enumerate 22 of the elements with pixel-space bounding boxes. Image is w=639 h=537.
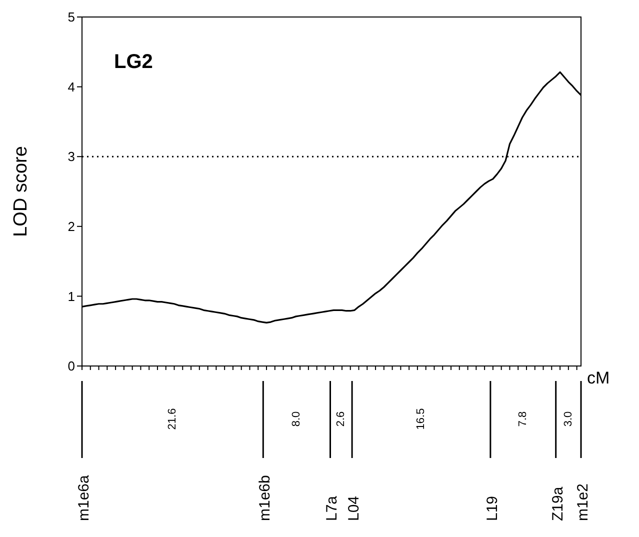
y-tick-label: 4	[68, 79, 75, 94]
y-tick-label: 5	[68, 10, 75, 25]
y-tick-label: 3	[68, 149, 75, 164]
text: m1e2	[574, 483, 592, 521]
text: 7.8	[517, 411, 530, 427]
text: m1e6a	[76, 474, 92, 521]
y-axis-title: LOD score	[10, 146, 32, 237]
text: 16.5	[415, 408, 428, 430]
text: L7a	[324, 495, 341, 521]
text: 2.6	[335, 411, 348, 427]
y-tick-label: 2	[68, 219, 75, 234]
text: 3.0	[562, 411, 574, 427]
text: LG2	[114, 51, 153, 73]
text: L19	[484, 496, 501, 521]
y-tick-label: 0	[68, 358, 75, 374]
text: 21.6	[166, 408, 179, 430]
text: 8.0	[290, 411, 303, 427]
y-tick-label: 1	[68, 288, 75, 304]
text: L04	[346, 496, 363, 521]
x-axis-title: cM	[587, 368, 610, 388]
text: Z19a	[549, 486, 566, 521]
text: m1e6b	[256, 475, 274, 521]
